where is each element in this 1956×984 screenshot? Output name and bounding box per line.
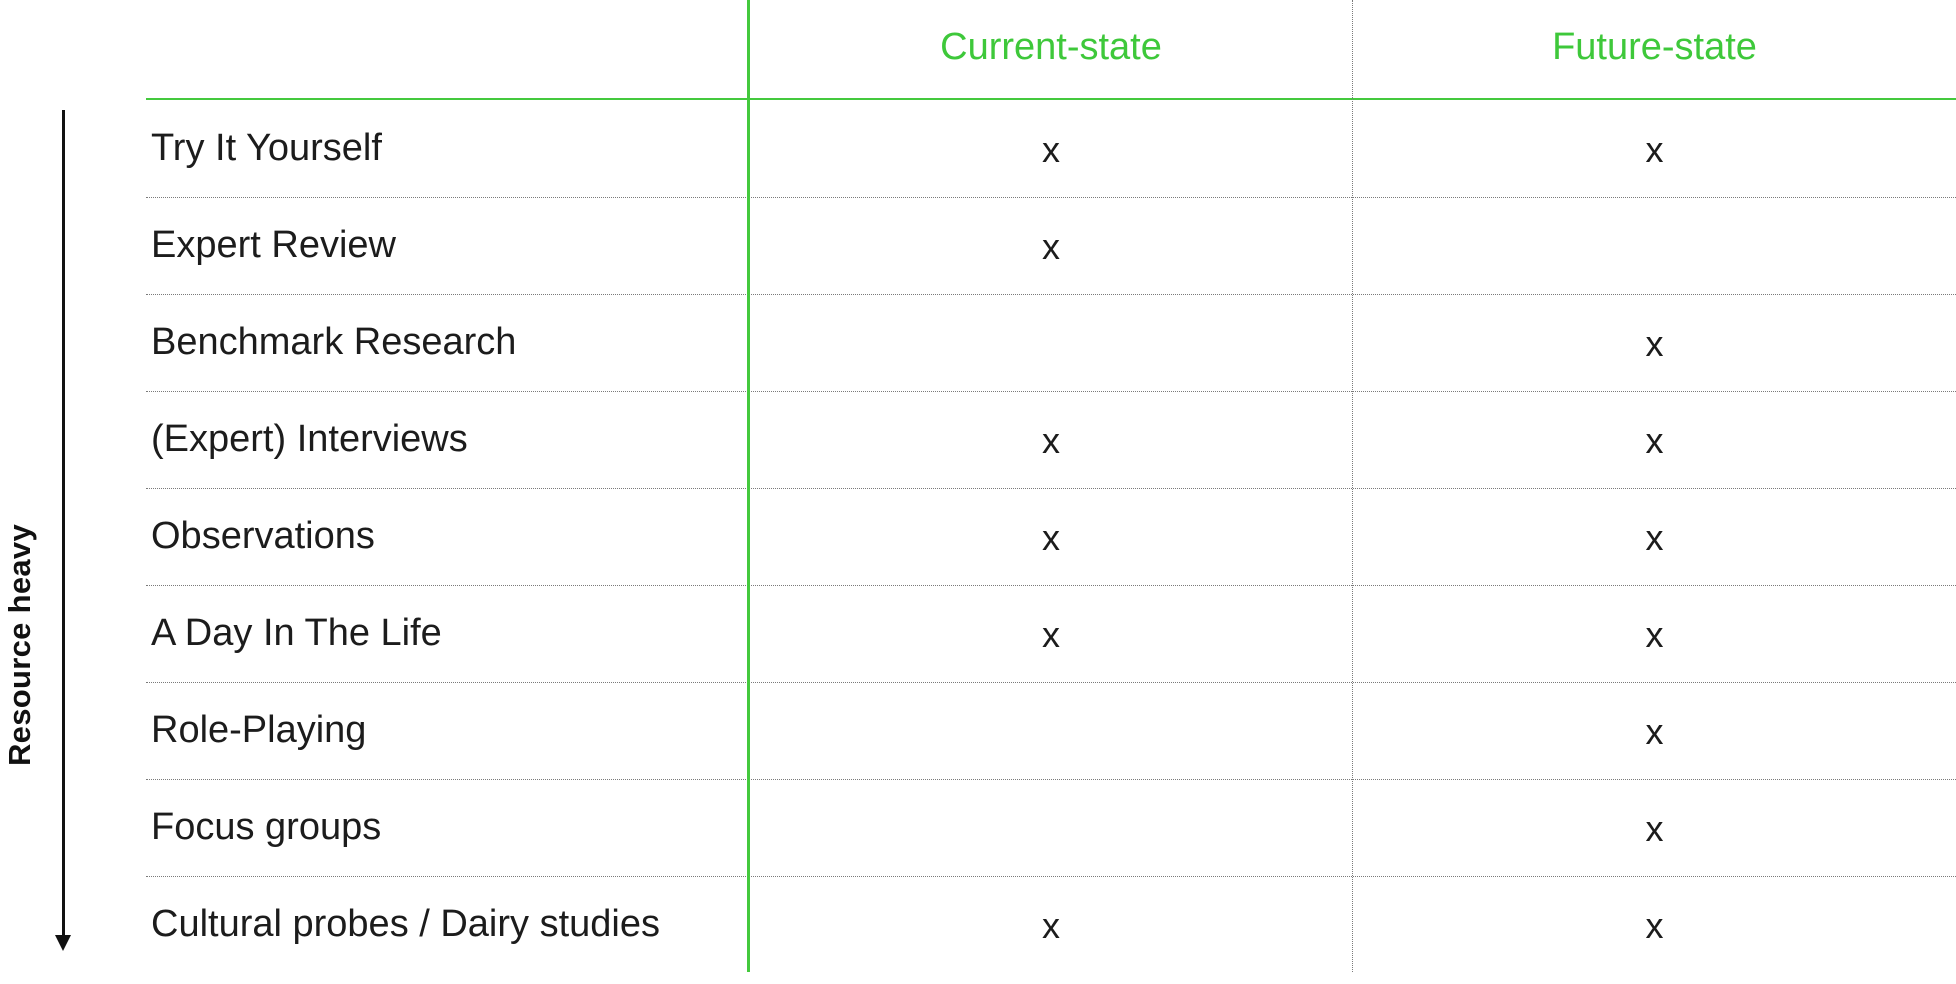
future-state-mark: x	[1645, 808, 1664, 849]
table-row: Role-Playing x	[146, 682, 1956, 780]
future-state-mark: x	[1645, 711, 1664, 752]
current-state-mark: x	[1042, 226, 1060, 267]
current-state-mark	[749, 682, 1353, 779]
row-label: Try It Yourself	[151, 127, 382, 169]
row-label: Cultural probes / Dairy studies	[151, 903, 660, 945]
table-row: (Expert) Interviews x x	[146, 391, 1956, 489]
row-label: Expert Review	[151, 224, 396, 266]
green-column-divider	[747, 0, 750, 972]
future-state-mark: x	[1645, 323, 1664, 364]
resource-heavy-label: Resource heavy	[2, 524, 37, 766]
row-label: Role-Playing	[151, 709, 367, 751]
table-row: A Day In The Life x x	[146, 585, 1956, 683]
current-state-mark: x	[1042, 129, 1060, 170]
current-state-mark	[749, 294, 1353, 391]
table-row: Focus groups x	[146, 779, 1956, 877]
table-row: Cultural probes / Dairy studies x x	[146, 876, 1956, 973]
method-matrix-table: Current-state Future-state Try It Yourse…	[146, 0, 1956, 972]
future-state-mark: x	[1645, 614, 1664, 655]
row-label: Observations	[151, 515, 375, 557]
row-label: A Day In The Life	[151, 612, 442, 654]
future-state-mark: x	[1645, 129, 1664, 170]
table-row: Expert Review x	[146, 197, 1956, 295]
row-label: (Expert) Interviews	[151, 418, 468, 460]
row-label: Focus groups	[151, 806, 382, 848]
row-label: Benchmark Research	[151, 321, 517, 363]
column-header-future-state: Future-state	[1552, 26, 1757, 68]
table-row: Observations x x	[146, 488, 1956, 586]
current-state-mark: x	[1042, 614, 1060, 655]
dotted-column-divider	[1352, 0, 1353, 972]
current-state-mark: x	[1042, 517, 1060, 558]
table-row: Try It Yourself x x	[146, 100, 1956, 198]
column-header-current-state: Current-state	[940, 26, 1162, 68]
current-state-mark	[749, 779, 1353, 876]
current-state-mark: x	[1042, 905, 1060, 946]
future-state-mark: x	[1645, 517, 1664, 558]
table-header-row: Current-state Future-state	[146, 0, 1956, 100]
table-row: Benchmark Research x	[146, 294, 1956, 392]
arrow-down-icon	[55, 935, 71, 951]
future-state-mark	[1353, 197, 1956, 294]
future-state-mark: x	[1645, 905, 1664, 946]
future-state-mark: x	[1645, 420, 1664, 461]
current-state-mark: x	[1042, 420, 1060, 461]
resource-axis: Resource heavy	[0, 110, 40, 950]
resource-arrow-line	[62, 110, 65, 935]
